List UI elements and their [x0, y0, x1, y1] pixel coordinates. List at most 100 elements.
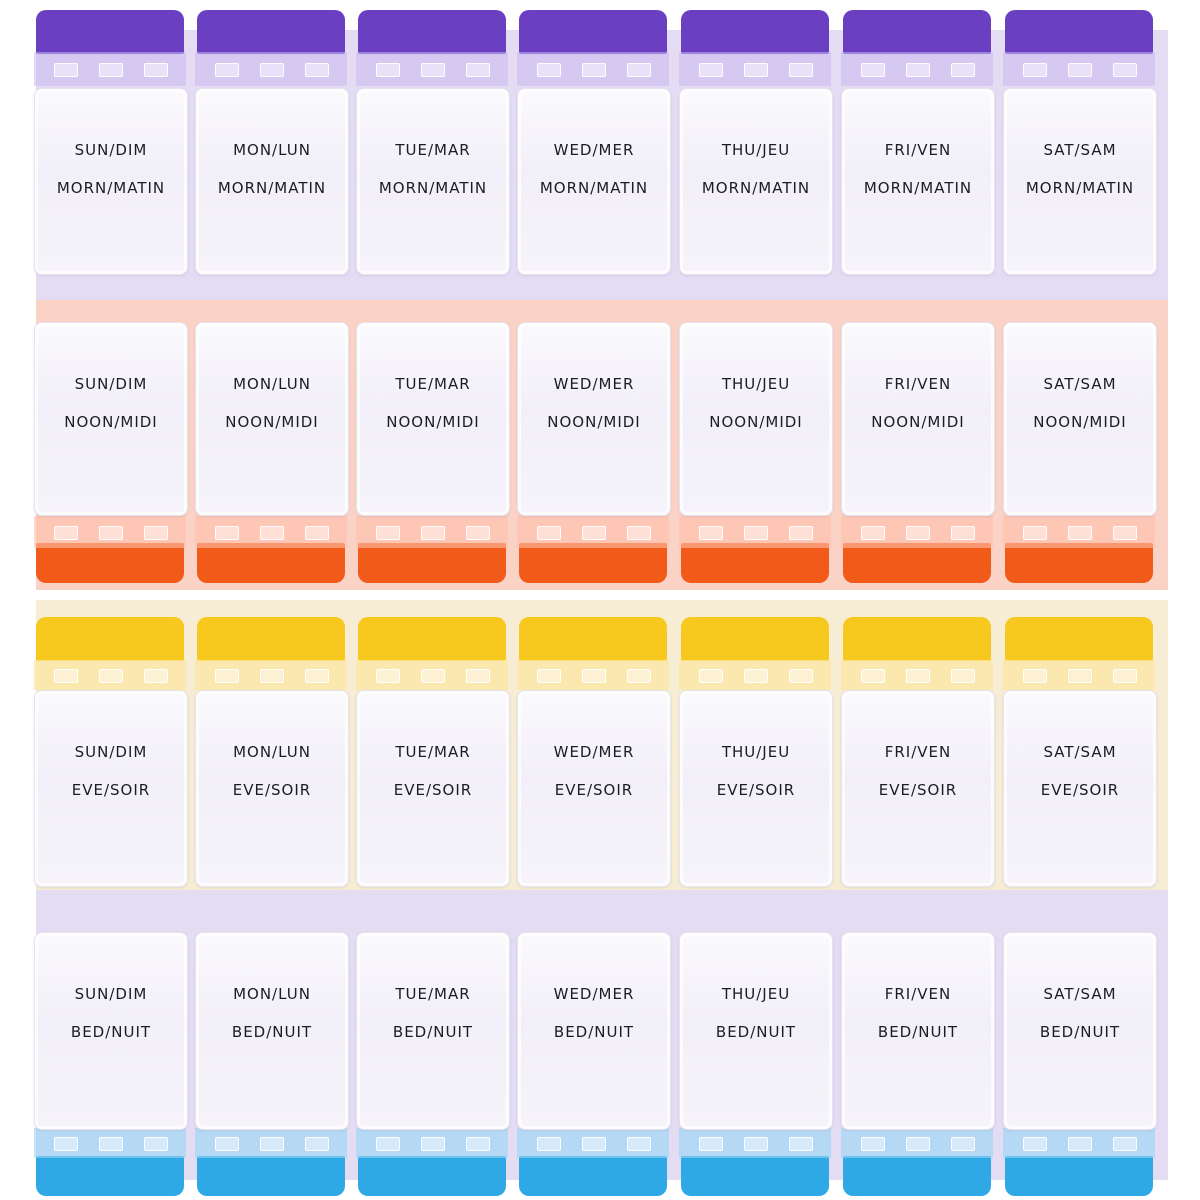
hinge-pin — [215, 63, 239, 77]
evening-compartment-lid[interactable]: FRI/VEN EVE/SOIR — [841, 690, 995, 887]
bedtime-compartment-lid[interactable]: FRI/VEN BED/NUIT — [841, 932, 995, 1130]
compartment-evening-7[interactable]: SAT/SAM EVE/SOIR — [1003, 0, 1157, 1200]
hinge-pin — [906, 63, 930, 77]
evening-hinge — [195, 660, 347, 690]
hinge-pin — [1113, 63, 1137, 77]
morning-lid-tab[interactable] — [843, 10, 991, 54]
evening-compartment-lid[interactable]: SUN/DIM EVE/SOIR — [34, 690, 188, 887]
noon-lid-tab[interactable] — [519, 543, 667, 583]
evening-compartment-lid[interactable]: TUE/MAR EVE/SOIR — [356, 690, 510, 887]
compartment-morning-3[interactable]: TUE/MAR MORN/MATIN — [356, 0, 510, 1200]
morning-compartment-lid[interactable]: MON/LUN MORN/MATIN — [195, 88, 349, 275]
evening-lid-tab[interactable] — [843, 617, 991, 661]
compartment-bedtime-7[interactable]: SAT/SAM BED/NUIT — [1003, 0, 1157, 1200]
compartment-bedtime-4[interactable]: WED/MER BED/NUIT — [517, 0, 671, 1200]
noon-compartment-lid[interactable]: SUN/DIM NOON/MIDI — [34, 322, 188, 516]
compartment-noon-1[interactable]: SUN/DIM NOON/MIDI — [34, 0, 188, 1200]
compartment-noon-3[interactable]: TUE/MAR NOON/MIDI — [356, 0, 510, 1200]
evening-lid-tab[interactable] — [1005, 617, 1153, 661]
evening-lid-tab[interactable] — [358, 617, 506, 661]
compartment-evening-2[interactable]: MON/LUN EVE/SOIR — [195, 0, 349, 1200]
bedtime-compartment-lid[interactable]: THU/JEU BED/NUIT — [679, 932, 833, 1130]
compartment-bedtime-5[interactable]: THU/JEU BED/NUIT — [679, 0, 833, 1200]
hinge-pin — [861, 1137, 885, 1151]
evening-lid-tab[interactable] — [519, 617, 667, 661]
bedtime-lid-tab[interactable] — [519, 1156, 667, 1196]
bedtime-lid-tab[interactable] — [681, 1156, 829, 1196]
day-label: SAT/SAM — [1043, 985, 1117, 1003]
morning-lid-tab[interactable] — [358, 10, 506, 54]
compartment-morning-4[interactable]: WED/MER MORN/MATIN — [517, 0, 671, 1200]
compartment-noon-4[interactable]: WED/MER NOON/MIDI — [517, 0, 671, 1200]
compartment-evening-3[interactable]: TUE/MAR EVE/SOIR — [356, 0, 510, 1200]
bedtime-compartment-lid[interactable]: MON/LUN BED/NUIT — [195, 932, 349, 1130]
bedtime-compartment-lid[interactable]: SAT/SAM BED/NUIT — [1003, 932, 1157, 1130]
compartment-morning-7[interactable]: SAT/SAM MORN/MATIN — [1003, 0, 1157, 1200]
bedtime-lid-tab[interactable] — [36, 1156, 184, 1196]
evening-lid-tab[interactable] — [36, 617, 184, 661]
morning-compartment-lid[interactable]: TUE/MAR MORN/MATIN — [356, 88, 510, 275]
noon-lid-tab[interactable] — [1005, 543, 1153, 583]
morning-compartment-lid[interactable]: SAT/SAM MORN/MATIN — [1003, 88, 1157, 275]
compartment-bedtime-2[interactable]: MON/LUN BED/NUIT — [195, 0, 349, 1200]
bedtime-compartment-lid[interactable]: SUN/DIM BED/NUIT — [34, 932, 188, 1130]
time-label: EVE/SOIR — [1040, 781, 1120, 799]
evening-lid-tab[interactable] — [197, 617, 345, 661]
noon-compartment-lid[interactable]: TUE/MAR NOON/MIDI — [356, 322, 510, 516]
morning-lid-tab[interactable] — [681, 10, 829, 54]
morning-compartment-lid[interactable]: THU/JEU MORN/MATIN — [679, 88, 833, 275]
noon-lid-tab[interactable] — [843, 543, 991, 583]
morning-lid-tab[interactable] — [36, 10, 184, 54]
morning-compartment-lid[interactable]: SUN/DIM MORN/MATIN — [34, 88, 188, 275]
bedtime-lid-tab[interactable] — [843, 1156, 991, 1196]
compartment-bedtime-6[interactable]: FRI/VEN BED/NUIT — [841, 0, 995, 1200]
morning-hinge — [195, 52, 347, 86]
noon-lid-tab[interactable] — [197, 543, 345, 583]
compartment-noon-5[interactable]: THU/JEU NOON/MIDI — [679, 0, 833, 1200]
compartment-bedtime-3[interactable]: TUE/MAR BED/NUIT — [356, 0, 510, 1200]
compartment-noon-7[interactable]: SAT/SAM NOON/MIDI — [1003, 0, 1157, 1200]
noon-compartment-lid[interactable]: SAT/SAM NOON/MIDI — [1003, 322, 1157, 516]
evening-lid-tab[interactable] — [681, 617, 829, 661]
evening-compartment-lid[interactable]: MON/LUN EVE/SOIR — [195, 690, 349, 887]
noon-compartment-lid[interactable]: WED/MER NOON/MIDI — [517, 322, 671, 516]
morning-lid-tab[interactable] — [519, 10, 667, 54]
compartment-morning-2[interactable]: MON/LUN MORN/MATIN — [195, 0, 349, 1200]
hinge-pin — [260, 63, 284, 77]
morning-lid-tab[interactable] — [1005, 10, 1153, 54]
compartment-evening-6[interactable]: FRI/VEN EVE/SOIR — [841, 0, 995, 1200]
hinge-pin — [699, 1137, 723, 1151]
morning-compartment-lid[interactable]: WED/MER MORN/MATIN — [517, 88, 671, 275]
bedtime-lid-tab[interactable] — [197, 1156, 345, 1196]
compartment-evening-4[interactable]: WED/MER EVE/SOIR — [517, 0, 671, 1200]
noon-compartment-lid[interactable]: MON/LUN NOON/MIDI — [195, 322, 349, 516]
compartment-bedtime-1[interactable]: SUN/DIM BED/NUIT — [34, 0, 188, 1200]
compartment-noon-2[interactable]: MON/LUN NOON/MIDI — [195, 0, 349, 1200]
hinge-pin — [537, 526, 561, 540]
noon-lid-tab[interactable] — [36, 543, 184, 583]
bedtime-compartment-lid[interactable]: TUE/MAR BED/NUIT — [356, 932, 510, 1130]
time-label: MORN/MATIN — [217, 179, 327, 197]
bedtime-lid-tab[interactable] — [358, 1156, 506, 1196]
compartment-morning-6[interactable]: FRI/VEN MORN/MATIN — [841, 0, 995, 1200]
compartment-morning-1[interactable]: SUN/DIM MORN/MATIN — [34, 0, 188, 1200]
noon-compartment-lid[interactable]: THU/JEU NOON/MIDI — [679, 322, 833, 516]
noon-lid-tab[interactable] — [681, 543, 829, 583]
bedtime-compartment-lid[interactable]: WED/MER BED/NUIT — [517, 932, 671, 1130]
morning-lid-tab[interactable] — [197, 10, 345, 54]
compartment-evening-1[interactable]: SUN/DIM EVE/SOIR — [34, 0, 188, 1200]
compartment-morning-5[interactable]: THU/JEU MORN/MATIN — [679, 0, 833, 1200]
compartment-evening-5[interactable]: THU/JEU EVE/SOIR — [679, 0, 833, 1200]
evening-compartment-lid[interactable]: THU/JEU EVE/SOIR — [679, 690, 833, 887]
morning-compartment-lid[interactable]: FRI/VEN MORN/MATIN — [841, 88, 995, 275]
hinge-pin — [789, 63, 813, 77]
hinge-pin — [861, 526, 885, 540]
evening-compartment-lid[interactable]: SAT/SAM EVE/SOIR — [1003, 690, 1157, 887]
noon-compartment-lid[interactable]: FRI/VEN NOON/MIDI — [841, 322, 995, 516]
day-label: FRI/VEN — [884, 743, 952, 761]
evening-compartment-lid[interactable]: WED/MER EVE/SOIR — [517, 690, 671, 887]
day-label: THU/JEU — [721, 743, 791, 761]
compartment-noon-6[interactable]: FRI/VEN NOON/MIDI — [841, 0, 995, 1200]
bedtime-lid-tab[interactable] — [1005, 1156, 1153, 1196]
noon-lid-tab[interactable] — [358, 543, 506, 583]
